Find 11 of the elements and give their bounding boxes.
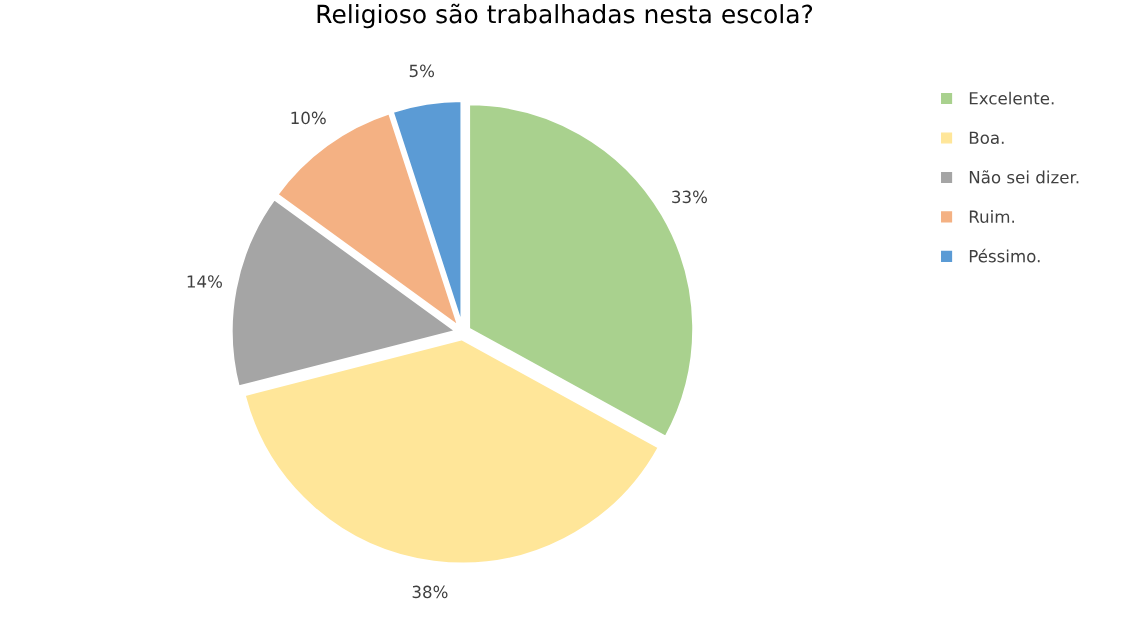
- data-label: 5%: [409, 64, 435, 78]
- chart-title: Religioso são trabalhadas nesta escola?: [317, 3, 813, 29]
- data-label: 33%: [672, 190, 708, 204]
- legend-label: Boa.: [969, 131, 1004, 145]
- data-label: 14%: [187, 275, 222, 288]
- legend-label: Não sei dizer.: [969, 170, 1079, 184]
- legend-label: Ruim.: [969, 210, 1015, 223]
- legend-label: Péssimo.: [969, 248, 1040, 263]
- data-label: 38%: [412, 585, 448, 599]
- data-label: 10%: [291, 111, 326, 125]
- legend-label: Excelente.: [969, 91, 1054, 105]
